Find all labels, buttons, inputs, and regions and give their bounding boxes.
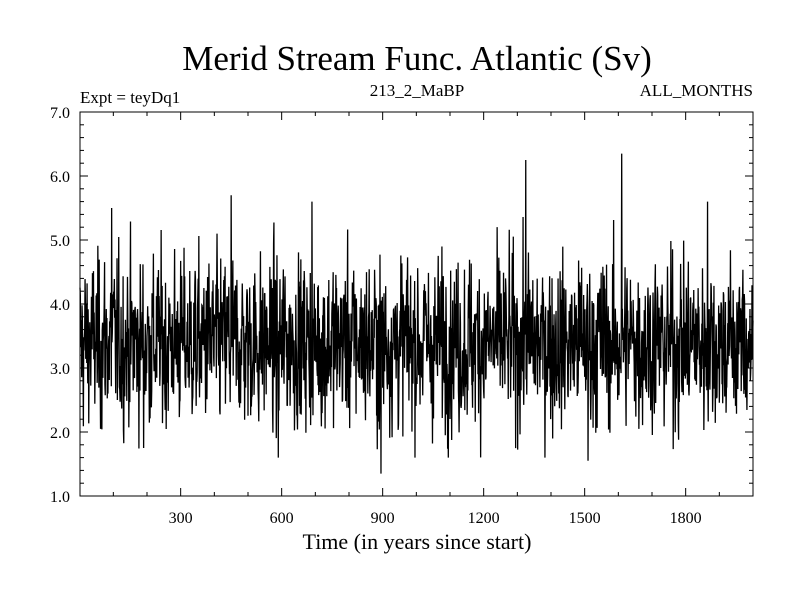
- x-axis-label: Time (in years since start): [303, 529, 532, 554]
- experiment-label: Expt = teyDq1: [80, 88, 180, 107]
- y-tick-label: 3.0: [50, 361, 70, 378]
- y-tick-label: 7.0: [50, 105, 70, 122]
- y-tick-label: 4.0: [50, 297, 70, 314]
- series-line: [79, 153, 754, 474]
- x-tick-label: 300: [169, 510, 193, 527]
- run-label: 213_2_MaBP: [370, 81, 464, 100]
- y-tick-label: 1.0: [50, 489, 70, 506]
- x-tick-label: 1500: [569, 510, 601, 527]
- y-tick-label: 6.0: [50, 169, 70, 186]
- y-tick-label: 5.0: [50, 233, 70, 250]
- x-tick-label: 1800: [670, 510, 702, 527]
- plot-frame: [79, 111, 754, 497]
- series-layer: [79, 153, 754, 474]
- y-tick-label: 2.0: [50, 425, 70, 442]
- x-tick-label: 1200: [468, 510, 500, 527]
- chart-title: Merid Stream Func. Atlantic (Sv): [182, 39, 652, 78]
- months-label: ALL_MONTHS: [640, 81, 753, 100]
- x-tick-label: 900: [371, 510, 395, 527]
- tick-label-layer: 300 600 900 1200 1500 1800 1.0 2.0 3.0 4.0 5.0 6.0 7…: [50, 105, 702, 527]
- x-tick-label: 600: [270, 510, 294, 527]
